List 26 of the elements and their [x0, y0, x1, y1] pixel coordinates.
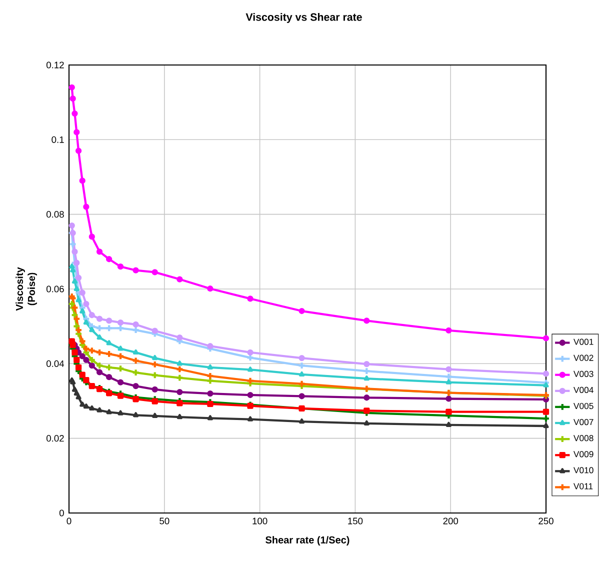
legend-label: V009: [574, 451, 594, 458]
legend-label: V004: [574, 386, 594, 394]
legend-label: V001: [574, 338, 594, 345]
y-tick-label: 0.12: [46, 62, 64, 68]
y-tick-label: 0.08: [46, 211, 64, 218]
x-tick-label: 50: [160, 518, 170, 524]
legend-label: V007: [574, 418, 594, 426]
x-tick-label: 250: [538, 518, 554, 524]
x-tick-label: 0: [66, 518, 72, 524]
y-axis-title: Viscosity (Poise): [16, 267, 37, 311]
legend-label: V008: [574, 435, 594, 442]
y-tick-label: 0.02: [46, 435, 64, 442]
y-tick-label: 0.06: [46, 286, 64, 292]
x-axis-title: Shear rate (1/Sec): [266, 536, 350, 546]
legend-label: V003: [574, 370, 594, 377]
legend-label: V002: [574, 354, 594, 361]
y-tick-label: 0.04: [46, 360, 64, 367]
chart-title: Viscosity vs Shear rate: [246, 13, 362, 23]
x-tick-label: 100: [252, 518, 268, 524]
legend-label: V010: [574, 467, 594, 474]
legend-label: V005: [574, 402, 594, 410]
x-tick-label: 150: [348, 518, 363, 524]
y-tick-label: 0.1: [52, 136, 64, 143]
y-tick-label: 0: [59, 510, 64, 516]
x-tick-label: 200: [443, 518, 458, 524]
legend-label: V011: [574, 483, 593, 490]
